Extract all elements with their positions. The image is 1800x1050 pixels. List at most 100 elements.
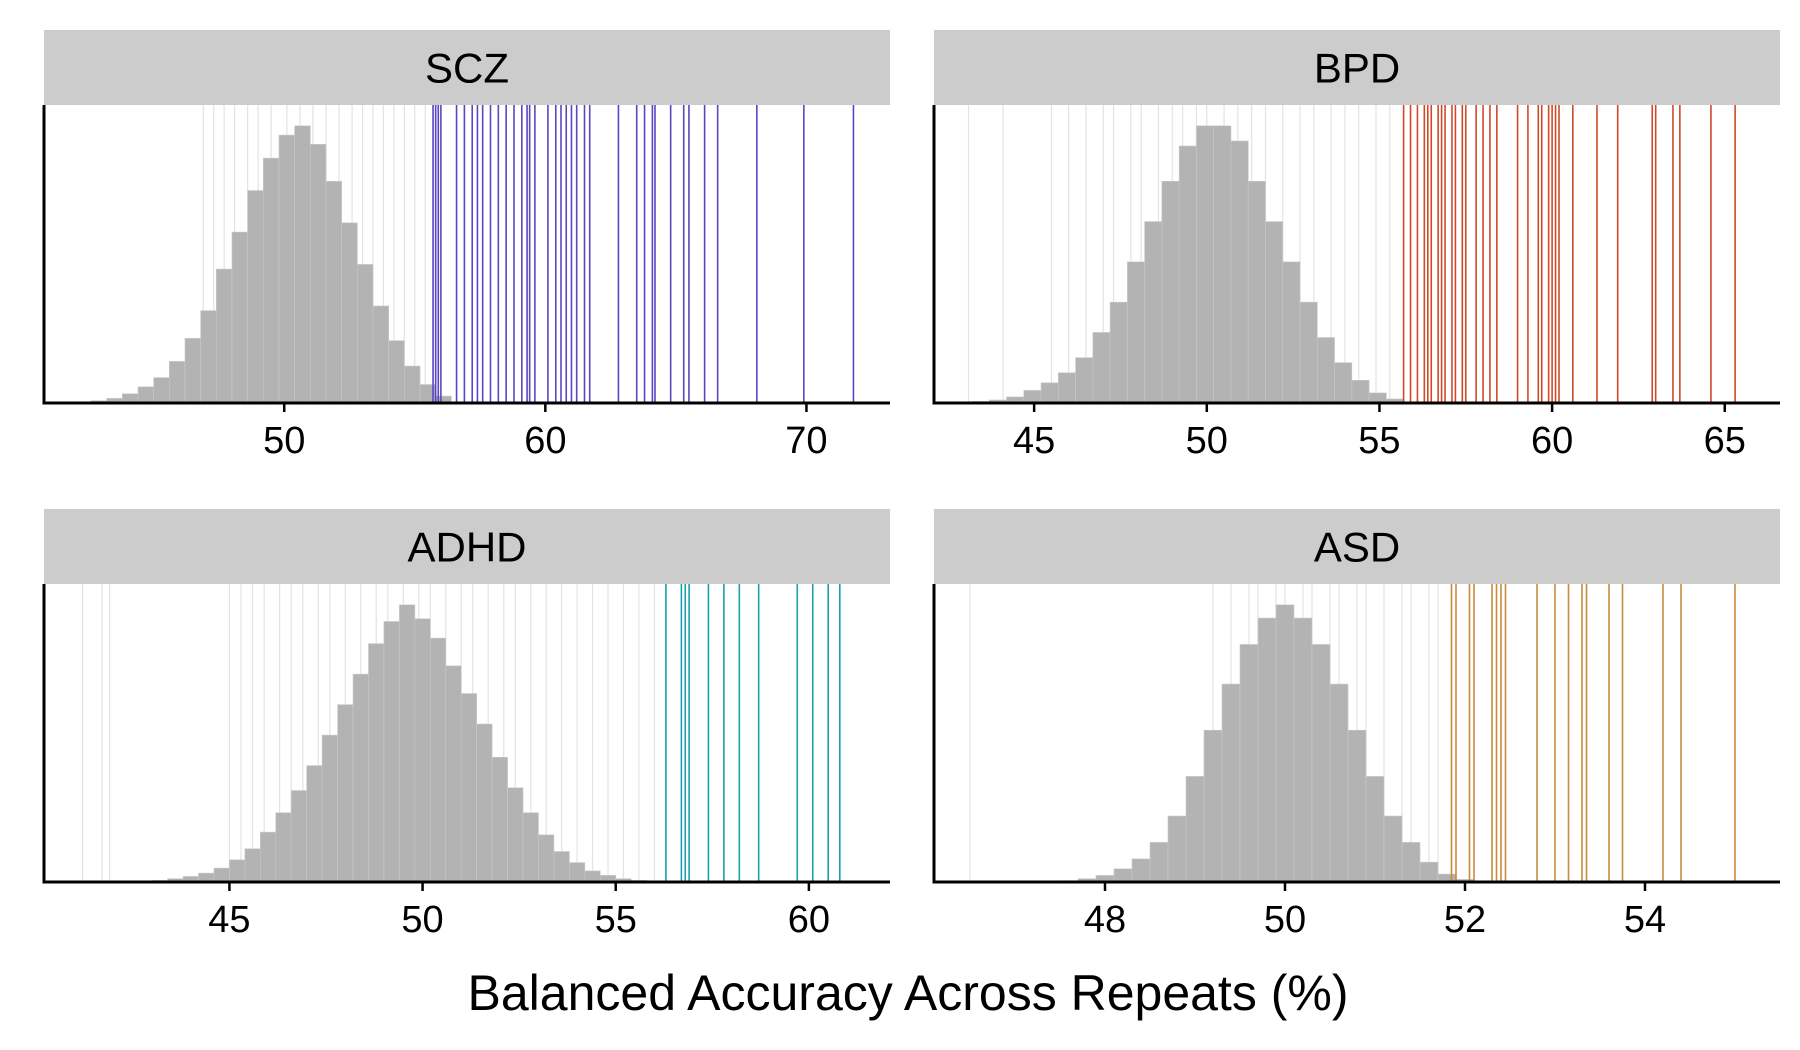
panel-adhd: ADHD 45 50 55 60 [42, 509, 890, 941]
histogram-bar [153, 377, 170, 404]
histogram-bar [1109, 301, 1128, 404]
histogram-bar [1203, 729, 1223, 883]
histogram-bar [325, 180, 342, 404]
histogram-bar [414, 618, 431, 883]
histogram-bar [1075, 357, 1094, 404]
histogram-bar [1131, 858, 1151, 883]
histogram-bar [1316, 337, 1335, 404]
x-tick-label: 60 [788, 899, 830, 941]
histogram-bar [321, 734, 338, 883]
panel-bpd: BPD 45 50 55 60 65 [932, 30, 1780, 462]
panels: SCZ 50 60 70 BPD 45 50 55 60 65 ADHD 45 50 55 60 ASD 48 5… [42, 30, 1780, 941]
histogram-bar [1299, 301, 1318, 404]
histogram-bar [1311, 644, 1331, 883]
histogram-bar [1221, 683, 1241, 883]
histogram-bar [1144, 221, 1163, 404]
histogram-bar [1149, 842, 1169, 883]
histogram-bar [352, 673, 369, 883]
histogram-bar [200, 310, 217, 404]
histogram-bar [1058, 372, 1076, 404]
strip-label-adhd: ADHD [407, 524, 526, 571]
x-tick-label: 48 [1084, 899, 1126, 941]
histogram-bar [507, 787, 524, 883]
histogram-bar [306, 765, 323, 883]
histogram-bar [1127, 261, 1145, 404]
panel-asd: ASD 48 50 52 54 [932, 509, 1780, 941]
histogram-bar [1239, 644, 1259, 883]
histogram-bar [1365, 776, 1385, 883]
histogram-bar [553, 851, 570, 883]
histogram-bar [231, 231, 248, 404]
histogram-bar [430, 637, 447, 883]
x-axis-label: Balanced Accuracy Across Repeats (%) [468, 965, 1349, 1021]
histogram-bar [1329, 683, 1349, 883]
histogram-bar [278, 134, 295, 404]
histogram-bar [1275, 604, 1295, 883]
strip-adhd [44, 509, 890, 584]
strip-asd [934, 509, 1780, 584]
strip-label-bpd: BPD [1314, 45, 1400, 92]
histogram-bar [275, 812, 292, 883]
histogram-bar [1265, 221, 1284, 404]
histogram-bar [244, 848, 261, 883]
histogram-bar [1293, 617, 1313, 883]
histogram-bar [522, 812, 539, 883]
histogram-bar [399, 604, 416, 883]
x-tick-label: 60 [1531, 420, 1573, 462]
histogram-bar [1401, 842, 1421, 883]
histogram-bar [1040, 382, 1059, 404]
histogram-bar [1383, 815, 1403, 883]
histogram-bar [1196, 125, 1214, 404]
histogram-bar [1178, 145, 1197, 404]
histogram-bar [1257, 617, 1277, 883]
histogram-bar [1023, 390, 1042, 404]
x-tick-label: 65 [1704, 420, 1746, 462]
histogram-bar [337, 704, 354, 883]
histogram-bar [1334, 362, 1353, 404]
x-tick-label: 54 [1624, 899, 1666, 941]
histogram-bar [1213, 125, 1232, 404]
histogram-bar [247, 190, 264, 404]
histogram-bar [1092, 332, 1111, 404]
histogram-bar [310, 144, 327, 404]
strip-label-scz: SCZ [425, 45, 509, 92]
x-tick-label: 45 [1013, 420, 1055, 462]
histogram-bar [341, 222, 358, 404]
panel-scz: SCZ 50 60 70 [42, 30, 890, 462]
histogram-bar [1247, 180, 1266, 404]
histogram-bar [1185, 776, 1205, 883]
histogram-bar [216, 268, 233, 404]
histogram-bar [294, 125, 311, 404]
histogram-bar [445, 665, 462, 883]
histogram-bar [1351, 380, 1370, 404]
histogram-bar [1347, 729, 1367, 883]
histogram-bar [1167, 815, 1187, 883]
histogram-bar [569, 862, 586, 883]
histogram-bar [213, 867, 230, 883]
histogram-bar [372, 305, 389, 404]
histogram-bar [1161, 180, 1180, 404]
x-tick-label: 50 [401, 899, 443, 941]
x-tick-label: 50 [1264, 899, 1306, 941]
histogram-bar [1419, 861, 1439, 883]
histogram-bar [137, 386, 154, 404]
histogram-bar [263, 157, 280, 404]
x-tick-label: 50 [263, 420, 305, 462]
histogram-bar [229, 859, 246, 883]
histogram-bar [1113, 868, 1133, 883]
histogram-bar [491, 756, 508, 883]
x-tick-label: 52 [1444, 899, 1486, 941]
histogram-bar [184, 338, 201, 404]
histogram-bar [1368, 392, 1387, 404]
histogram-bar [404, 365, 421, 404]
strip-scz [44, 30, 890, 105]
x-tick-label: 45 [208, 899, 250, 941]
histogram-bar [169, 361, 186, 404]
strip-bpd [934, 30, 1780, 105]
histogram-bar [383, 621, 400, 883]
histogram-bar [1230, 140, 1249, 404]
strip-label-asd: ASD [1314, 524, 1400, 571]
histogram-bar [368, 643, 385, 883]
histogram-bar [584, 870, 601, 883]
